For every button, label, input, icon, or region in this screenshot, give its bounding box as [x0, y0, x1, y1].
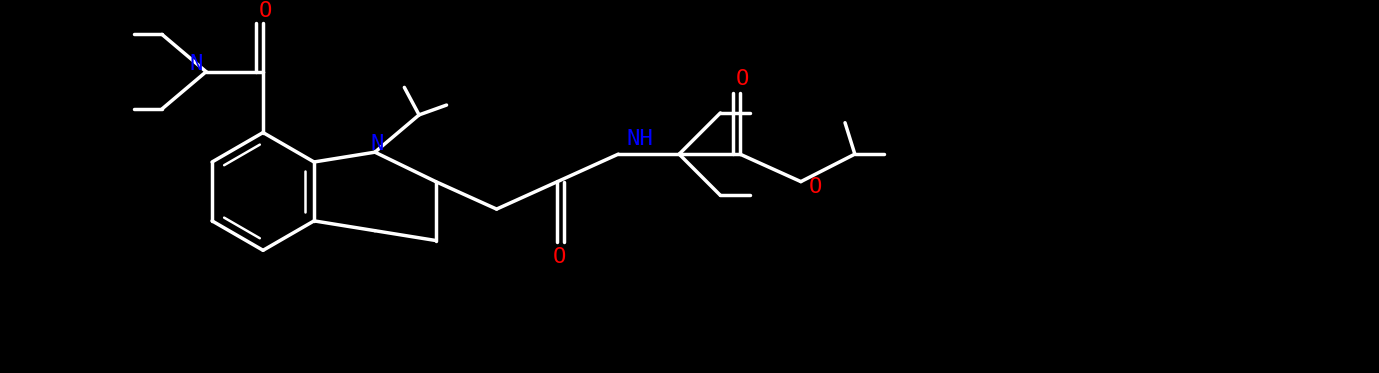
Text: NH: NH	[626, 129, 652, 150]
Text: O: O	[808, 176, 822, 197]
Text: N: N	[370, 134, 383, 154]
Text: N: N	[190, 54, 203, 74]
Text: O: O	[553, 247, 567, 267]
Text: O: O	[258, 1, 272, 21]
Text: O: O	[735, 69, 749, 88]
